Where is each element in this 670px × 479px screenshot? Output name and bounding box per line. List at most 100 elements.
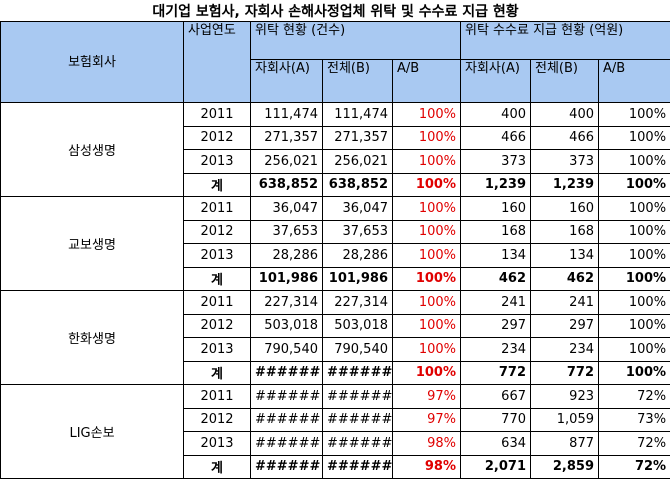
value-cell: 100% [393,103,461,127]
value-cell: 101,986 [323,267,393,291]
value-cell: 100% [599,150,670,174]
value-cell: 111,474 [251,103,323,127]
value-cell: 100% [393,244,461,268]
year-cell: 2012 [184,220,251,244]
value-cell: 256,021 [251,150,323,174]
page: 대기업 보험사, 자회사 손해사정업체 위탁 및 수수료 지급 현황 보험회사 … [0,0,670,469]
value-cell: 100% [393,267,461,291]
value-cell: 100% [393,126,461,150]
value-cell: 256,021 [323,150,393,174]
year-cell: 2012 [184,126,251,150]
year-cell: 2011 [184,197,251,221]
value-cell: 36,047 [251,197,323,221]
header-cell: 전체(B) [323,60,393,103]
value-cell: ###### [251,408,323,432]
value-cell: ###### [251,361,323,385]
value-cell: 2,071 [461,455,531,479]
value-cell: 37,653 [251,220,323,244]
value-cell: 772 [531,361,599,385]
header-cell: 위탁 수수료 지급 현황 (억원) [461,22,670,60]
value-cell: 100% [393,361,461,385]
value-cell: 111,474 [323,103,393,127]
value-cell: 790,540 [323,338,393,362]
value-cell: 100% [393,197,461,221]
value-cell: 72% [599,385,670,409]
year-cell: 2012 [184,314,251,338]
value-cell: 100% [393,314,461,338]
value-cell: 466 [531,126,599,150]
value-cell: 100% [393,338,461,362]
value-cell: 100% [393,173,461,197]
header-cell: 자회사(A) [461,60,531,103]
value-cell: 100% [599,361,670,385]
value-cell: ###### [251,385,323,409]
company-cell: LIG손보 [1,385,184,479]
value-cell: 100% [393,220,461,244]
year-cell: 2013 [184,338,251,362]
value-cell: 234 [461,338,531,362]
value-cell: 227,314 [251,291,323,315]
value-cell: 297 [461,314,531,338]
value-cell: ###### [323,385,393,409]
value-cell: 466 [461,126,531,150]
value-cell: 134 [461,244,531,268]
year-cell: 계 [184,455,251,479]
value-cell: 100% [393,291,461,315]
value-cell: 297 [531,314,599,338]
year-cell: 계 [184,361,251,385]
value-cell: 72% [599,455,670,479]
value-cell: 770 [461,408,531,432]
value-cell: 100% [599,267,670,291]
value-cell: 227,314 [323,291,393,315]
value-cell: 100% [599,244,670,268]
year-cell: 2011 [184,103,251,127]
value-cell: 241 [531,291,599,315]
value-cell: 100% [599,103,670,127]
value-cell: 168 [461,220,531,244]
value-cell: 790,540 [251,338,323,362]
year-cell: 2012 [184,408,251,432]
value-cell: 72% [599,432,670,456]
value-cell: 877 [531,432,599,456]
year-cell: 2013 [184,244,251,268]
value-cell: 28,286 [323,244,393,268]
value-cell: 234 [531,338,599,362]
header-cell: 자회사(A) [251,60,323,103]
year-cell: 2011 [184,385,251,409]
value-cell: 638,852 [323,173,393,197]
value-cell: 638,852 [251,173,323,197]
year-cell: 계 [184,267,251,291]
value-cell: 168 [531,220,599,244]
value-cell: 100% [599,173,670,197]
value-cell: ###### [251,455,323,479]
value-cell: 241 [461,291,531,315]
value-cell: 462 [531,267,599,291]
header-cell: 보험회사 [1,22,184,103]
value-cell: 98% [393,432,461,456]
value-cell: 100% [393,150,461,174]
company-cell: 한화생명 [1,291,184,385]
value-cell: 73% [599,408,670,432]
company-cell: 삼성생명 [1,103,184,197]
value-cell: 373 [461,150,531,174]
value-cell: 462 [461,267,531,291]
value-cell: 271,357 [323,126,393,150]
value-cell: 98% [393,455,461,479]
year-cell: 계 [184,173,251,197]
value-cell: 1,239 [461,173,531,197]
header-cell: A/B [393,60,461,103]
value-cell: ###### [251,432,323,456]
header-cell: A/B [599,60,670,103]
value-cell: 97% [393,408,461,432]
value-cell: 97% [393,385,461,409]
value-cell: 28,286 [251,244,323,268]
year-cell: 2013 [184,150,251,174]
value-cell: 36,047 [323,197,393,221]
value-cell: 100% [599,197,670,221]
value-cell: 101,986 [251,267,323,291]
